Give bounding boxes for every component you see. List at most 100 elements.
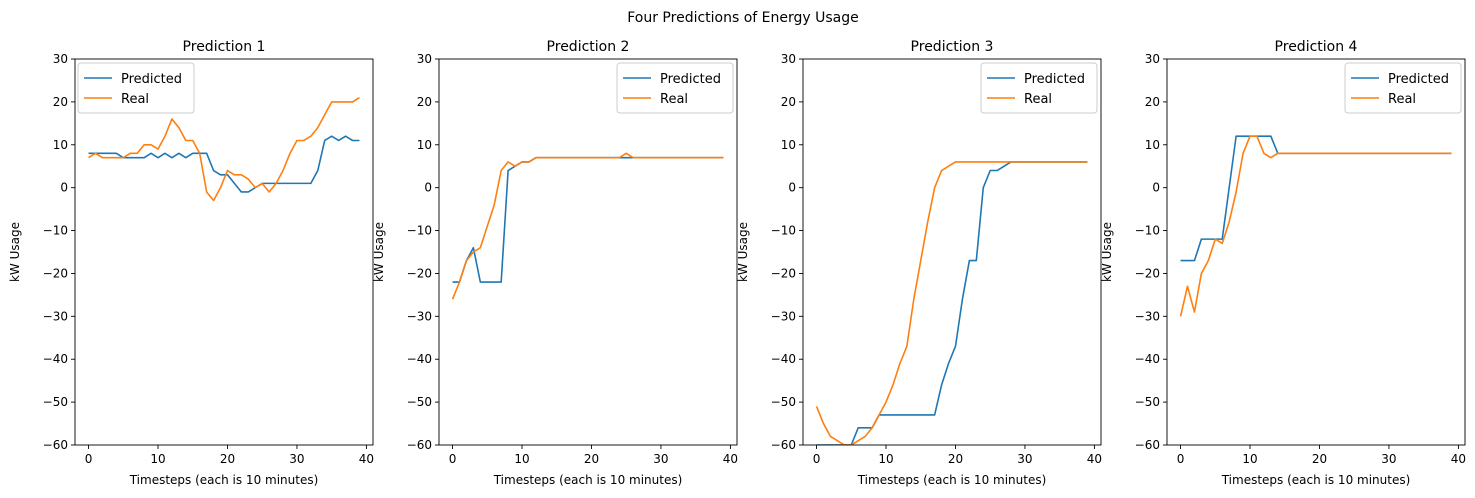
x-tick-label: 30 xyxy=(1381,452,1396,466)
legend-label-predicted: Predicted xyxy=(1024,72,1085,87)
y-tick-label: 20 xyxy=(417,95,432,109)
subplot-3: 0 10 20 30 40 −60 −50 −40 −30 −20 −10 0 10 20 30 Predic… xyxy=(736,39,1102,487)
y-tick-label: −50 xyxy=(43,395,68,409)
y-axis-label: kW Usage xyxy=(372,222,386,282)
y-tick-label: 0 xyxy=(1152,181,1160,195)
subplot-title: Prediction 1 xyxy=(183,39,266,55)
x-tick-label: 0 xyxy=(813,452,821,466)
series-lines xyxy=(451,152,724,300)
legend-label-real: Real xyxy=(121,92,149,107)
y-tick-label: −60 xyxy=(407,438,432,452)
series-line-real xyxy=(1179,135,1452,317)
y-tick-label: 10 xyxy=(781,138,796,152)
axes-frame xyxy=(802,58,1102,446)
y-tick-label: 10 xyxy=(417,138,432,152)
y-tick-label: −20 xyxy=(43,266,68,280)
legend-label-predicted: Predicted xyxy=(660,72,721,87)
y-tick-label: 0 xyxy=(424,181,432,195)
legend-box xyxy=(77,62,195,114)
x-axis-label: Timesteps (each is 10 minutes) xyxy=(129,473,319,487)
x-tick-label: 20 xyxy=(948,452,963,466)
legend-box xyxy=(1344,62,1462,114)
x-tick-label: 0 xyxy=(449,452,457,466)
y-tick-label: 30 xyxy=(417,52,432,66)
y-axis-label: kW Usage xyxy=(8,222,22,282)
legend-box xyxy=(616,62,734,114)
series-line-real xyxy=(815,161,1088,445)
subplot-title: Prediction 4 xyxy=(1275,39,1358,55)
x-tick-label: 20 xyxy=(220,452,235,466)
legend: Predicted Real xyxy=(980,62,1098,114)
x-tick-label: 30 xyxy=(1017,452,1032,466)
legend-label-real: Real xyxy=(660,92,688,107)
series-line-real xyxy=(451,152,724,300)
x-tick-label: 20 xyxy=(584,452,599,466)
y-tick-label: 20 xyxy=(1145,95,1160,109)
x-tick-label: 40 xyxy=(1087,452,1102,466)
x-tick-label: 20 xyxy=(1312,452,1327,466)
y-tick-label: 20 xyxy=(781,95,796,109)
y-tick-label: −40 xyxy=(43,352,68,366)
subplot-title: Prediction 3 xyxy=(911,39,994,55)
y-tick-label: −60 xyxy=(771,438,796,452)
series-lines xyxy=(88,96,360,202)
y-tick-label: −50 xyxy=(1135,395,1160,409)
y-tick-label: −60 xyxy=(43,438,68,452)
x-tick-label: 10 xyxy=(1242,452,1257,466)
y-tick-label: −30 xyxy=(771,309,796,323)
series-lines xyxy=(1179,135,1452,317)
x-tick-label: 30 xyxy=(289,452,304,466)
legend: Predicted Real xyxy=(1344,62,1462,114)
y-tick-label: −10 xyxy=(43,224,68,238)
series-line-real xyxy=(88,96,360,202)
x-tick-label: 10 xyxy=(878,452,893,466)
x-tick-label: 10 xyxy=(150,452,165,466)
x-tick-label: 0 xyxy=(85,452,93,466)
y-axis-label: kW Usage xyxy=(1100,222,1114,282)
y-tick-label: −30 xyxy=(407,309,432,323)
x-tick-label: 40 xyxy=(359,452,374,466)
y-tick-label: −20 xyxy=(1135,266,1160,280)
y-tick-label: −40 xyxy=(1135,352,1160,366)
y-tick-label: −10 xyxy=(1135,224,1160,238)
axes-frame xyxy=(74,58,374,446)
y-tick-label: −30 xyxy=(1135,309,1160,323)
legend: Predicted Real xyxy=(77,62,195,114)
x-tick-label: 40 xyxy=(1451,452,1466,466)
y-tick-label: −10 xyxy=(407,224,432,238)
y-tick-label: 20 xyxy=(53,95,68,109)
x-axis-label: Timesteps (each is 10 minutes) xyxy=(493,473,683,487)
axes-frame xyxy=(438,58,738,446)
subplot-4: 0 10 20 30 40 −60 −50 −40 −30 −20 −10 0 10 20 30 Predic… xyxy=(1100,39,1466,487)
subplot-title: Prediction 2 xyxy=(547,39,630,55)
y-tick-label: −50 xyxy=(771,395,796,409)
y-tick-label: 0 xyxy=(60,181,68,195)
axes-frame xyxy=(1166,58,1466,446)
series-line-predicted xyxy=(88,135,360,193)
y-tick-label: −30 xyxy=(43,309,68,323)
y-tick-label: 0 xyxy=(788,181,796,195)
legend-label-predicted: Predicted xyxy=(1388,72,1449,87)
y-tick-label: 10 xyxy=(53,138,68,152)
y-tick-label: 30 xyxy=(53,52,68,66)
legend-label-real: Real xyxy=(1024,92,1052,107)
y-tick-label: −40 xyxy=(407,352,432,366)
x-axis-label: Timesteps (each is 10 minutes) xyxy=(1221,473,1411,487)
x-tick-label: 30 xyxy=(653,452,668,466)
y-tick-label: 30 xyxy=(1145,52,1160,66)
subplots: 0 10 20 30 40 −60 −50 −40 −30 −20 −10 0 10 20 30 Predic… xyxy=(8,39,1466,487)
y-tick-label: 10 xyxy=(1145,138,1160,152)
legend-box xyxy=(980,62,1098,114)
y-tick-label: 30 xyxy=(781,52,796,66)
y-tick-label: −10 xyxy=(771,224,796,238)
legend-label-real: Real xyxy=(1388,92,1416,107)
x-tick-label: 40 xyxy=(723,452,738,466)
y-tick-label: −20 xyxy=(771,266,796,280)
series-lines xyxy=(815,161,1088,445)
subplot-1: 0 10 20 30 40 −60 −50 −40 −30 −20 −10 0 10 20 30 Predic… xyxy=(8,39,374,487)
x-axis-label: Timesteps (each is 10 minutes) xyxy=(857,473,1047,487)
x-tick-label: 0 xyxy=(1177,452,1185,466)
subplot-2: 0 10 20 30 40 −60 −50 −40 −30 −20 −10 0 10 20 30 Predic… xyxy=(372,39,738,487)
